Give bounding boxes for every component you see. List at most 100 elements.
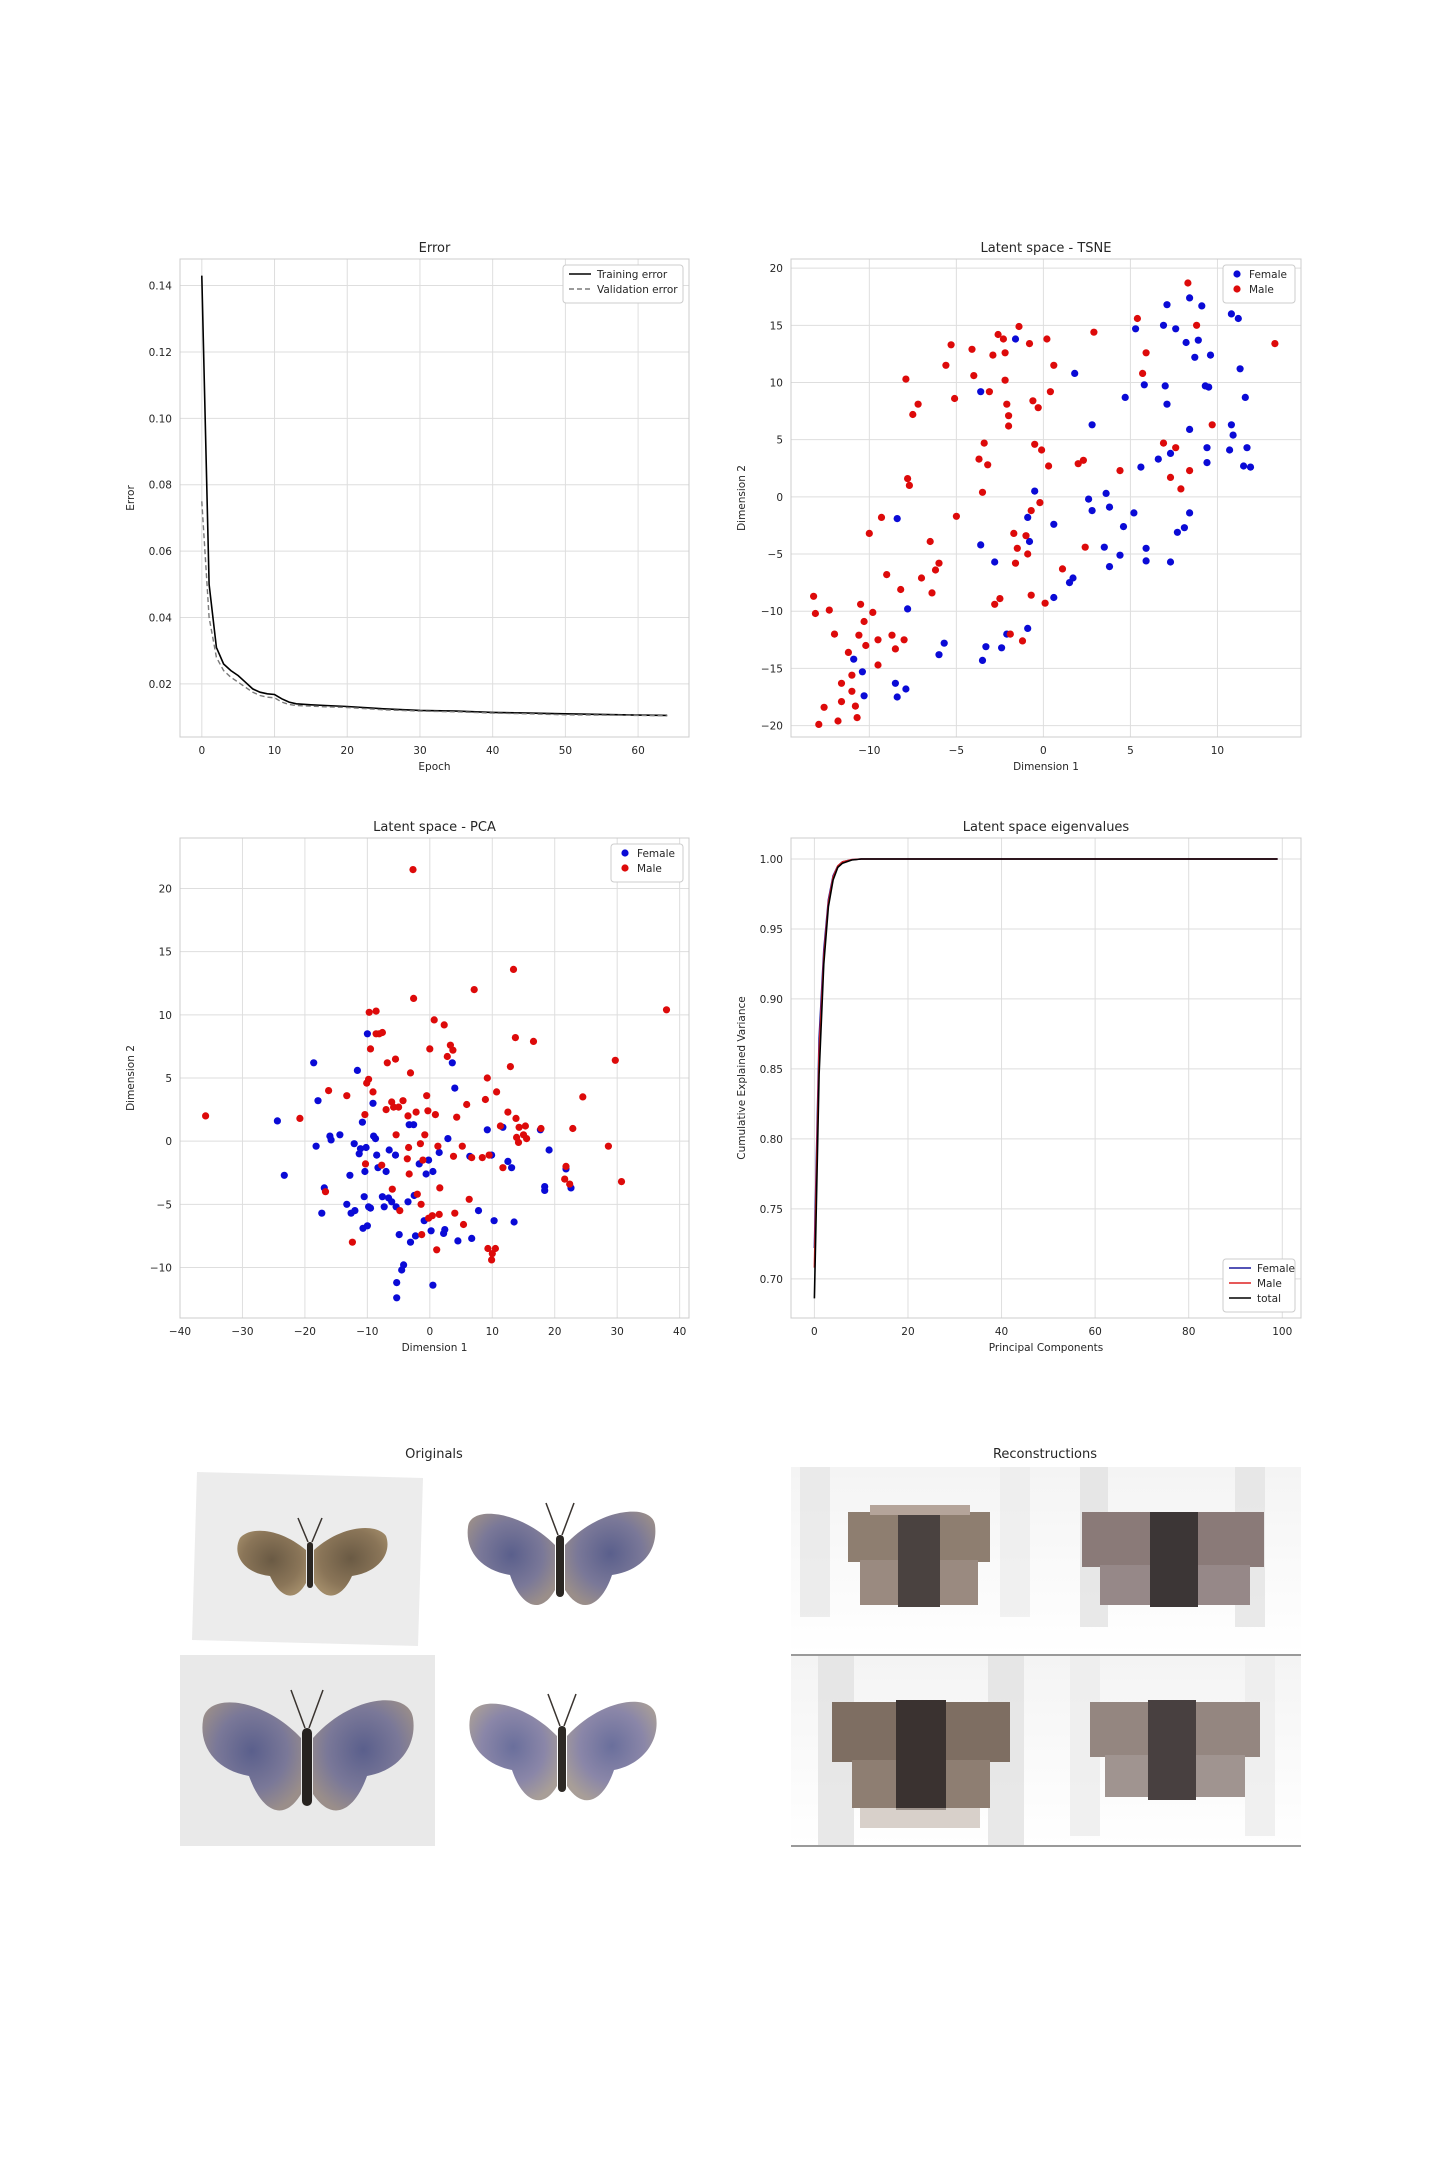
scatter-point-male [428,1212,436,1220]
scatter-point-male [391,1055,400,1063]
x-tick-label: 40 [995,1326,1008,1338]
scatter-point-female [360,1193,368,1201]
scatter-point-male [848,671,856,679]
series-line-female [813,858,1278,1249]
scatter-point-female [490,1217,498,1225]
scatter-point-male [406,1069,415,1077]
scatter-point-male [458,1142,466,1150]
scatter-point-female [1161,382,1169,390]
scatter-point-male [1172,444,1180,452]
y-tick-label: 0.12 [149,347,172,359]
scatter-point-male [514,1138,523,1146]
scatter-point-male [426,1045,434,1053]
scatter-point-male [617,1178,626,1186]
scatter-point-female [1234,314,1242,323]
scatter-point-male [1013,544,1021,552]
scatter-point-female [977,388,985,396]
scatter-point-male [834,717,842,725]
scatter-point-female [935,651,943,659]
scatter-point-male [488,1256,496,1264]
scatter-point-male [904,475,912,483]
scatter-point-male [478,1154,486,1162]
scatter-point-female [1182,338,1190,347]
legend: Training error Validation error [562,264,684,304]
scatter-point-female [310,1059,318,1067]
scatter-point-male [430,1016,438,1024]
scatter-point-male [449,1152,458,1160]
scatter-point-male [862,641,870,650]
legend-label: Female [1249,269,1287,281]
x-tick-label: 20 [901,1326,914,1338]
scatter-point-male [947,341,955,349]
scatter-point-female [361,1167,369,1176]
x-tick-label: 0 [1040,745,1047,757]
scatter-point-female [400,1261,408,1269]
scatter-point-male [1006,630,1014,638]
scatter-point-male [874,636,882,644]
scatter-point-male [443,1052,451,1061]
scatter-point-female [382,1167,390,1176]
scatter-point-male [365,1075,373,1083]
scatter-point-male [857,600,865,608]
scatter-point-male [820,703,828,711]
scatter-point-female [1203,444,1211,452]
scatter-point-female [1069,574,1077,582]
y-tick-label: 0.08 [149,480,172,492]
scatter-point-female [454,1237,462,1245]
x-tick-label: 0 [426,1326,433,1338]
scatter-point-female [378,1193,386,1201]
scatter-point-female [371,1135,380,1143]
x-tick-label: 20 [341,745,354,757]
scatter-point-male [860,617,868,626]
scatter-point-female [1186,294,1194,302]
scatter-point-male [970,372,978,380]
scatter-point-female [346,1171,354,1179]
legend-label: Male [1257,1278,1282,1290]
scatter-point-female [393,1279,401,1287]
scatter-point-male [321,1188,330,1196]
scatter-point-male [1005,422,1013,430]
scatter-point-female [393,1294,401,1302]
scatter-point-male [403,1155,411,1163]
scatter-point-male [523,1135,531,1143]
scatter-point-male [440,1021,448,1029]
error-chart: 0 10 20 30 40 50 60 0.02 0.04 0.06 0.08 0.10 0.12 0.1… [125,241,690,773]
scatter-point-male [1010,529,1018,538]
originals-image-grid [180,1472,657,1846]
scatter-point-male [504,1108,512,1116]
scatter-point-female [1236,365,1244,373]
scatter-point-female [448,1059,456,1067]
scatter-point-male [529,1037,538,1045]
scatter-point-female [504,1157,512,1165]
legend-box [1222,264,1296,304]
scatter-point-male [815,720,823,729]
scatter-point-female [351,1207,359,1215]
y-tick-label: −5 [157,1199,172,1211]
legend-label: total [1257,1293,1281,1305]
legend-marker [621,849,629,857]
x-tick-label: −30 [231,1326,253,1338]
reconstruction-tile-2 [1046,1467,1301,1655]
scatter-point-male [396,1207,404,1215]
scatter-point-female [902,685,910,693]
scatter-point-female [1159,321,1168,329]
scatter-point-male [830,630,839,638]
scatter-point-male [909,410,917,419]
scatter-point-male [1018,637,1027,645]
scatter-point-male [883,571,891,579]
y-tick-label: 0.85 [760,1064,783,1076]
scatter-point-female [545,1146,553,1154]
scatter-point-male [378,1028,386,1037]
scatter-point-female [474,1207,483,1215]
plot-frame [179,258,690,738]
scatter-point-female [395,1231,403,1239]
scatter-point-female [860,692,868,700]
scatter-point-female [1119,523,1128,531]
scatter-point-male [1116,467,1124,475]
scatter-point-female [327,1136,335,1144]
x-tick-label: 40 [673,1326,686,1338]
scatter-point-male [1139,369,1147,377]
scatter-point-male [388,1185,396,1193]
scatter-point-male [811,609,820,618]
scatter-point-female [1088,507,1096,515]
